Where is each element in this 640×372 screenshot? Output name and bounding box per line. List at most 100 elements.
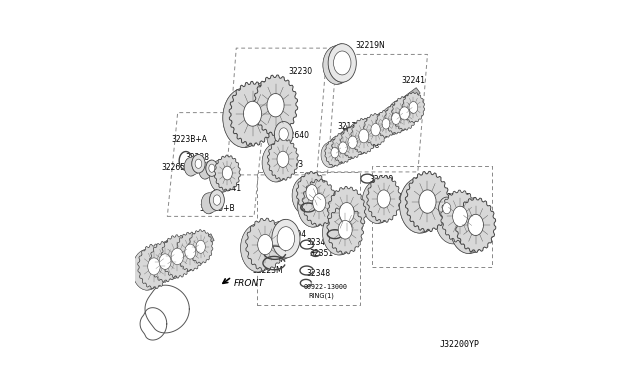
Polygon shape: [199, 160, 212, 179]
Polygon shape: [347, 120, 364, 155]
Ellipse shape: [266, 222, 294, 260]
Text: 32348: 32348: [306, 238, 330, 247]
Text: 32245: 32245: [239, 101, 262, 110]
Polygon shape: [324, 139, 345, 166]
Ellipse shape: [339, 142, 348, 154]
Ellipse shape: [148, 258, 160, 275]
Ellipse shape: [272, 219, 300, 258]
Polygon shape: [451, 200, 476, 253]
Ellipse shape: [359, 129, 369, 143]
Polygon shape: [399, 93, 413, 124]
Polygon shape: [296, 171, 327, 214]
Text: 32250: 32250: [446, 193, 470, 202]
Text: 32230: 32230: [289, 67, 312, 76]
Polygon shape: [262, 140, 283, 182]
Text: 32265+B: 32265+B: [200, 204, 235, 213]
Ellipse shape: [339, 203, 354, 223]
Text: 32204: 32204: [282, 230, 307, 240]
Ellipse shape: [277, 227, 294, 251]
Ellipse shape: [292, 176, 321, 215]
Polygon shape: [362, 177, 384, 224]
Ellipse shape: [192, 154, 205, 173]
Polygon shape: [360, 115, 376, 147]
Polygon shape: [141, 234, 214, 275]
Polygon shape: [400, 174, 428, 233]
Text: 32238: 32238: [186, 153, 210, 161]
Text: 32270: 32270: [206, 170, 230, 179]
Polygon shape: [188, 230, 213, 264]
Text: 00922-13000: 00922-13000: [303, 284, 348, 290]
Text: 3223B+A: 3223B+A: [171, 135, 207, 144]
Ellipse shape: [202, 193, 216, 214]
Polygon shape: [328, 134, 343, 164]
Text: 32260: 32260: [454, 224, 478, 234]
Text: 32341: 32341: [217, 185, 241, 193]
Text: 32223M: 32223M: [253, 266, 283, 275]
Polygon shape: [441, 190, 479, 243]
Polygon shape: [253, 75, 298, 135]
Ellipse shape: [451, 203, 488, 253]
Ellipse shape: [185, 244, 196, 259]
Ellipse shape: [323, 211, 356, 255]
Ellipse shape: [213, 195, 221, 205]
Polygon shape: [214, 155, 241, 191]
Text: J32200YP: J32200YP: [439, 340, 479, 349]
Ellipse shape: [409, 102, 418, 113]
Polygon shape: [145, 243, 165, 283]
Ellipse shape: [306, 185, 318, 201]
Ellipse shape: [443, 203, 451, 214]
Polygon shape: [385, 103, 407, 134]
Text: 32237M: 32237M: [253, 255, 284, 264]
Text: 32139P: 32139P: [338, 122, 367, 131]
Text: 32609: 32609: [369, 175, 393, 184]
Polygon shape: [223, 84, 253, 147]
Polygon shape: [431, 197, 447, 222]
Ellipse shape: [372, 113, 391, 138]
Polygon shape: [337, 128, 353, 160]
Ellipse shape: [323, 46, 351, 84]
Ellipse shape: [209, 190, 225, 211]
Text: 32600M: 32600M: [326, 208, 356, 217]
Ellipse shape: [157, 240, 186, 279]
Polygon shape: [241, 221, 265, 272]
Ellipse shape: [388, 100, 412, 131]
Ellipse shape: [222, 166, 232, 180]
Polygon shape: [327, 88, 420, 159]
Polygon shape: [351, 118, 376, 154]
Ellipse shape: [436, 196, 471, 244]
Polygon shape: [209, 157, 227, 192]
Polygon shape: [367, 176, 401, 222]
Text: 32342: 32342: [245, 244, 269, 253]
Ellipse shape: [328, 44, 356, 82]
Ellipse shape: [313, 194, 326, 212]
Ellipse shape: [244, 101, 262, 126]
Text: B08120-61628: B08120-61628: [330, 143, 380, 149]
Polygon shape: [392, 96, 417, 130]
Ellipse shape: [195, 159, 202, 169]
Text: (1): (1): [335, 153, 344, 160]
Ellipse shape: [196, 240, 205, 253]
Ellipse shape: [399, 96, 419, 124]
Polygon shape: [302, 179, 337, 226]
Polygon shape: [402, 92, 425, 123]
Ellipse shape: [184, 157, 198, 176]
Ellipse shape: [199, 163, 211, 179]
Ellipse shape: [348, 136, 357, 148]
Ellipse shape: [400, 177, 440, 233]
Ellipse shape: [438, 197, 455, 219]
Text: 32219N: 32219N: [355, 41, 385, 50]
Ellipse shape: [132, 249, 162, 290]
Polygon shape: [176, 232, 205, 271]
Polygon shape: [184, 154, 198, 176]
Ellipse shape: [321, 142, 340, 167]
Polygon shape: [229, 81, 276, 146]
Text: 32604+A: 32604+A: [383, 193, 419, 202]
Ellipse shape: [206, 160, 218, 176]
Ellipse shape: [171, 248, 184, 264]
Text: 32348: 32348: [306, 269, 330, 278]
Polygon shape: [268, 138, 298, 180]
Ellipse shape: [371, 124, 380, 136]
Ellipse shape: [298, 184, 329, 227]
Polygon shape: [332, 132, 355, 163]
Polygon shape: [138, 244, 170, 289]
